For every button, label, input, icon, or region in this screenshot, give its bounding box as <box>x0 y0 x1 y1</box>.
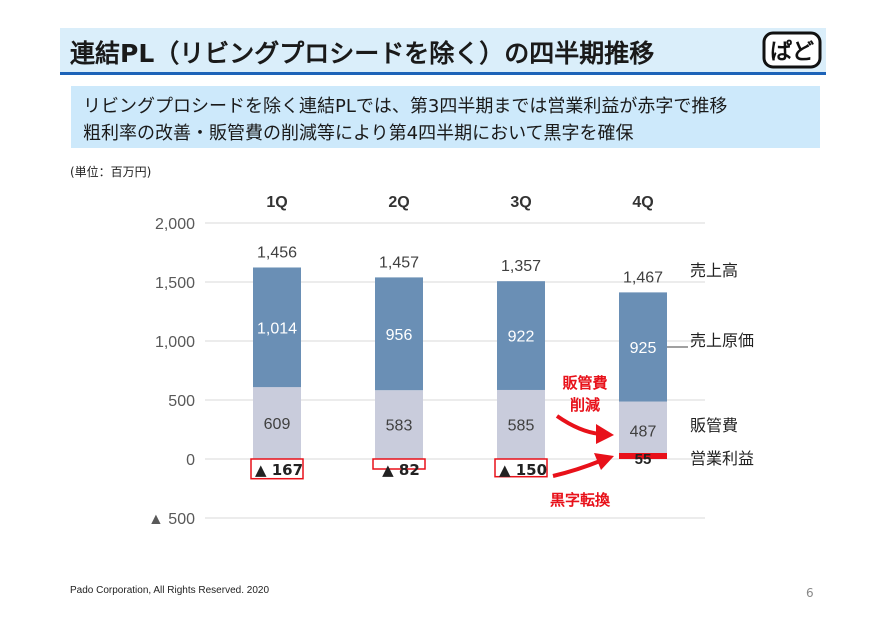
sales-label: 1,457 <box>379 254 419 271</box>
pado-logo: ぱど <box>762 31 822 69</box>
operating-profit-label: ▲ 167 <box>255 461 303 479</box>
cost-of-sales-label: 1,014 <box>257 320 297 337</box>
sga-bar <box>253 387 301 459</box>
category-label: 3Q <box>510 194 531 211</box>
page-title: 連結PL（リビングプロシードを除く）の四半期推移 <box>70 39 655 68</box>
operating-profit-label: ▲ 150 <box>499 461 547 479</box>
legend-label: 販管費 <box>690 416 738 435</box>
category-label: 4Q <box>632 194 653 211</box>
operating-loss-bar <box>372 458 426 470</box>
sga-label: 487 <box>630 423 657 440</box>
sga-label: 609 <box>264 416 291 433</box>
y-tick-label: ▲ 500 <box>148 511 195 528</box>
annotation-turnaround: 黒字転換 <box>550 491 611 509</box>
y-tick-label: 2,000 <box>155 216 195 233</box>
summary-line-1: リビングプロシードを除く連結PLでは、第3四半期までは営業利益が赤字で推移 <box>83 96 728 117</box>
category-label: 1Q <box>266 194 287 211</box>
sga-bar <box>375 390 423 459</box>
sga-label: 585 <box>508 417 535 434</box>
arrow-head-sga-icon <box>596 424 614 444</box>
sga-bar <box>497 389 545 459</box>
y-tick-label: 1,000 <box>155 334 195 351</box>
operating-profit-label: ▲ 82 <box>382 461 420 479</box>
copyright-footer: Pado Corporation, All Rights Reserved. 2… <box>70 585 270 596</box>
operating-loss-bar <box>250 458 304 480</box>
cost-of-sales-label: 925 <box>630 340 657 357</box>
unit-label: (単位：百万円) <box>70 165 152 179</box>
page-number: 6 <box>806 586 814 600</box>
summary-line-2: 粗利率の改善・販管費の削減等により第4四半期において黒字を確保 <box>83 123 634 144</box>
legend-label: 売上原価 <box>690 331 754 350</box>
sales-label: 1,357 <box>501 258 541 275</box>
sales-label: 1,456 <box>257 244 297 261</box>
sga-bar <box>619 401 667 459</box>
y-tick-label: 1,500 <box>155 275 195 292</box>
operating-profit-label: 55 <box>635 451 652 468</box>
y-tick-label: 0 <box>186 452 195 469</box>
title-bar: 連結PL（リビングプロシードを除く）の四半期推移 ぱど <box>60 28 826 75</box>
cost-of-sales-bar <box>619 292 667 402</box>
cost-of-sales-bar <box>497 281 545 390</box>
annotation-sga-reduction-line-2: 削減 <box>570 396 600 414</box>
arrow-profit-icon <box>552 459 601 478</box>
cost-of-sales-bar <box>375 277 423 391</box>
summary-box: リビングプロシードを除く連結PLでは、第3四半期までは営業利益が赤字で推移 粗利… <box>71 86 820 148</box>
cost-of-sales-bar <box>253 267 301 388</box>
cost-of-sales-label: 956 <box>386 327 413 344</box>
arrow-head-profit-icon <box>594 453 614 470</box>
legend-label: 売上高 <box>690 261 738 280</box>
sales-label: 1,467 <box>623 269 663 286</box>
category-label: 2Q <box>388 194 409 211</box>
annotation-sga-reduction-line-1: 販管費 <box>562 374 607 392</box>
operating-profit-bar <box>619 453 667 459</box>
cost-of-sales-label: 922 <box>508 329 535 346</box>
operating-loss-bar <box>494 458 548 478</box>
y-tick-label: 500 <box>168 393 195 410</box>
legend-label: 営業利益 <box>690 449 754 468</box>
arrow-sga-icon <box>555 414 601 436</box>
svg-text:ぱど: ぱど <box>770 39 814 65</box>
sga-label: 583 <box>386 418 413 435</box>
